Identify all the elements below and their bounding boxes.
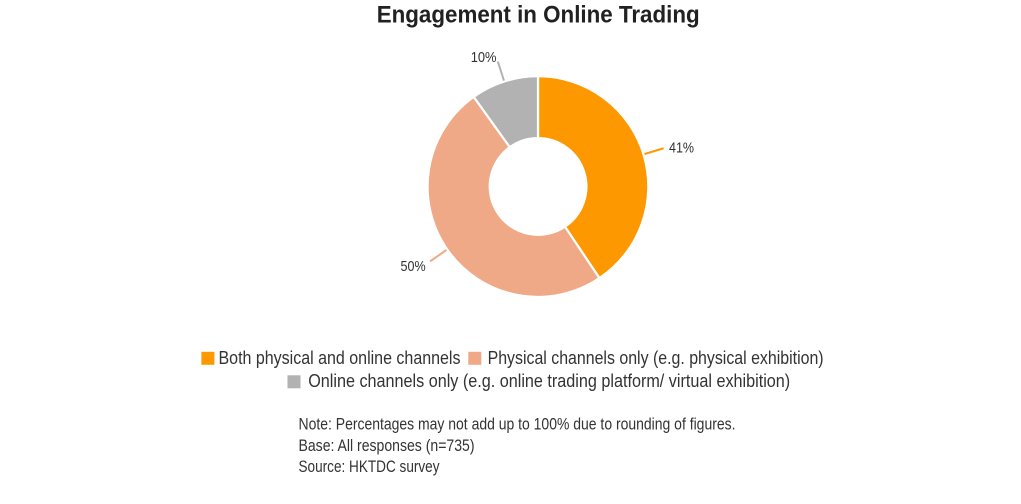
- svg-text:Physical channels only (e.g. p: Physical channels only (e.g. physical ex…: [488, 348, 824, 368]
- svg-text:Source: HKTDC survey: Source: HKTDC survey: [299, 458, 441, 476]
- svg-text:Note: Percentages may not add: Note: Percentages may not add up to 100%…: [299, 416, 736, 434]
- svg-text:41%: 41%: [669, 140, 694, 157]
- svg-text:10%: 10%: [471, 49, 497, 66]
- svg-text:Base: All responses (n=735): Base: All responses (n=735): [299, 437, 475, 455]
- svg-text:Both physical and online chann: Both physical and online channels: [219, 348, 461, 368]
- svg-text:Engagement in Online Trading: Engagement in Online Trading: [377, 2, 700, 29]
- svg-text:50%: 50%: [401, 258, 426, 275]
- svg-text:Online channels only (e.g. onl: Online channels only (e.g. online tradin…: [308, 371, 790, 391]
